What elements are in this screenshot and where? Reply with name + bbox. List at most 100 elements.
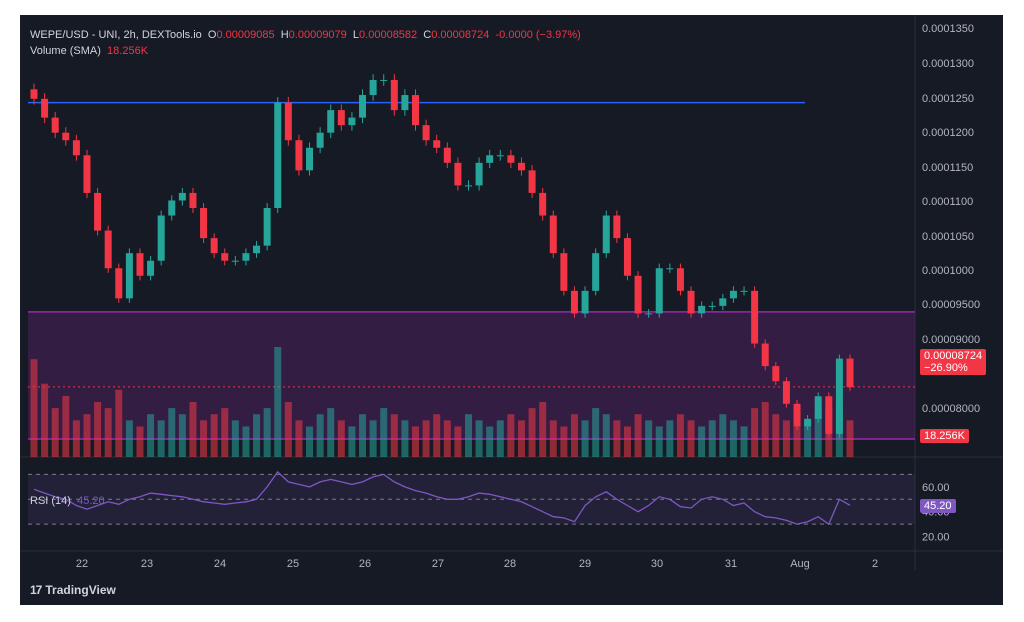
candle-body	[454, 162, 462, 186]
volume-bar	[613, 420, 621, 457]
candle-body	[687, 290, 695, 314]
x-tick-label: 2	[872, 558, 878, 570]
volume-bar	[761, 402, 769, 457]
y-tick-label: 0.0001100	[922, 196, 973, 208]
volume-bar	[528, 408, 536, 457]
x-tick-label: 24	[214, 558, 226, 570]
candle-body	[517, 162, 525, 171]
volume-bar	[698, 426, 706, 457]
tradingview-logo[interactable]: 17 TradingView	[30, 583, 116, 597]
rsi-label: RSI (14)	[30, 495, 71, 507]
low-value: 0.00008582	[359, 29, 418, 41]
candle-body	[698, 305, 706, 314]
volume-bar	[772, 414, 780, 457]
candle-body	[253, 245, 261, 254]
volume-bar	[51, 408, 59, 457]
y-tick-label: 0.0001000	[922, 265, 974, 277]
y-tick-label: 0.0001300	[922, 58, 974, 70]
volume-bar	[634, 414, 642, 457]
candle-body	[602, 215, 610, 254]
candle-body	[507, 155, 515, 163]
price-badge-pct: −26.90%	[924, 362, 968, 374]
candle-body	[496, 155, 504, 157]
volume-bar	[327, 408, 335, 457]
candle-body	[72, 140, 80, 156]
volume-bar	[316, 414, 324, 457]
volume-bar	[454, 426, 462, 457]
volume-label: Volume (SMA)	[30, 45, 101, 57]
tradingview-name: TradingView	[45, 583, 116, 597]
price-chart[interactable]: 0.0001350 0.0001300 0.0001250 0.0001200 0.00…	[20, 15, 1003, 605]
candle-body	[94, 192, 102, 231]
x-tick-label: 26	[359, 558, 371, 570]
candle-body	[581, 290, 589, 314]
y-tick-label: 0.00009000	[922, 334, 980, 346]
volume-bar	[125, 420, 133, 457]
rsi-badge: 45.20	[920, 499, 956, 513]
volume-bar	[645, 420, 653, 457]
candle-body	[306, 147, 314, 171]
volume-bar	[253, 414, 261, 457]
y-tick-label: 0.0001350	[922, 23, 974, 35]
high-label: H	[280, 29, 289, 41]
volume-bar	[94, 402, 102, 457]
volume-bar	[676, 414, 684, 457]
candle-body	[549, 215, 557, 254]
volume-bar	[443, 420, 451, 457]
volume-bar	[814, 414, 822, 457]
x-tick-label: 22	[76, 558, 88, 570]
candle-body	[846, 358, 854, 388]
candle-body	[486, 155, 494, 163]
volume-bar	[380, 408, 388, 457]
candle-body	[359, 95, 367, 118]
candle-body	[51, 117, 59, 133]
volume-bar	[581, 420, 589, 457]
volume-bar	[231, 420, 239, 457]
volume-bar	[337, 420, 345, 457]
candle-body	[390, 79, 398, 111]
candle-body	[104, 230, 112, 269]
candle-body	[772, 366, 780, 382]
candle-body	[634, 275, 642, 314]
candle-body	[221, 253, 229, 261]
candle-body	[189, 192, 197, 208]
volume-badge: 18.256K	[920, 429, 969, 443]
candle-body	[464, 185, 472, 187]
volume-bar	[592, 408, 600, 457]
volume-bar	[549, 420, 557, 457]
y-tick-label: 0.0001150	[922, 162, 973, 174]
candle-body	[613, 215, 621, 239]
volume-bar	[782, 420, 790, 457]
candle-body	[433, 140, 441, 148]
x-tick-label: 31	[725, 558, 737, 570]
volume-bar	[147, 414, 155, 457]
volume-bar	[284, 402, 292, 457]
candle-body	[623, 238, 631, 276]
volume-bar	[570, 414, 578, 457]
open-label: O	[207, 29, 217, 41]
candle-body	[147, 260, 155, 276]
chart-frame: 0.0001350 0.0001300 0.0001250 0.0001200 0.00…	[20, 15, 1003, 605]
y-tick-label: 0.00009500	[922, 299, 980, 311]
candle-body	[814, 396, 822, 419]
volume-bar	[793, 426, 801, 457]
volume-bar	[507, 414, 515, 457]
close-value: 0.00008724	[431, 29, 490, 41]
candle-body	[782, 381, 790, 404]
candle-body	[729, 290, 737, 299]
volume-bar	[242, 426, 250, 457]
volume-bar	[825, 408, 833, 457]
candle-body	[751, 290, 759, 344]
x-tick-label: 29	[579, 558, 591, 570]
candle-body	[284, 102, 292, 141]
volume-bar	[719, 414, 727, 457]
volume-bar	[475, 420, 483, 457]
candle-body	[125, 253, 133, 299]
candle-body	[136, 253, 144, 276]
volume-bar	[295, 420, 303, 457]
candle-body	[475, 162, 483, 186]
candle-body	[327, 110, 335, 133]
candle-body	[200, 207, 208, 239]
candle-body	[570, 290, 578, 314]
x-tick-label: Aug	[790, 558, 810, 570]
